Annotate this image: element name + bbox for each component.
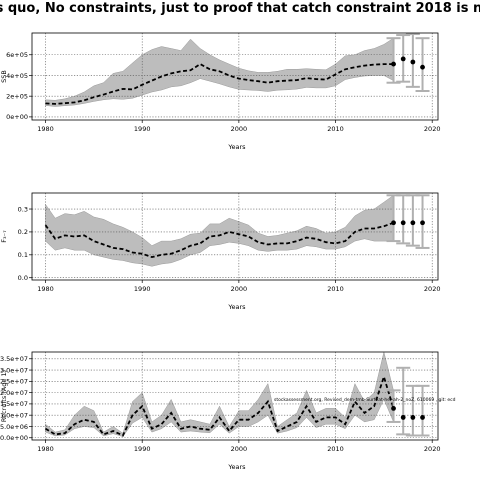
recruits-x-tick-label: 2020 [424,445,441,453]
ssb-y-tick-label: 0e+00 [6,113,28,121]
ssb-plot-frame [31,32,439,121]
f-y-tick-label: 0.0 [18,274,28,282]
ssb-y-tick-label: 6e+05 [6,51,28,59]
recruits-forecast-point [410,415,416,420]
f-x-axis-label: Years [227,303,246,311]
f-estimate-line [44,221,394,259]
f-forecast-point [420,220,425,226]
recruits-y-tick-label: 2.0e+07 [0,389,28,397]
f-y-tick-label: 0.2 [18,228,28,236]
ssb-x-tick-label: 1990 [134,125,151,133]
ssb-estimate-line [45,63,394,105]
ssb-x-axis-label: Years [227,143,246,151]
ssb-x-tick-label: 2010 [327,125,344,133]
recruits-forecast-point [420,415,425,420]
watermark-note: stockassessment.org, Revised_dem-tmb-Sur… [274,397,456,403]
recruits-y-axis-label: Recruits (Age 1) [0,370,8,422]
recruits-x-tick-label: 2000 [231,445,248,453]
ssb-panel: 1980 1990 2000 2010 2020 0e+00 2e+05 4e+05 6e+05… [0,32,441,151]
recruits-y-tick-label: 1.5e+07 [0,400,28,408]
f-confidence-band [45,194,394,267]
ssb-forecast-point [391,61,396,67]
recruits-y-tick-label: 3.5e+07 [0,355,28,363]
f-y-tick-label: 0.3 [18,205,28,213]
fishing-mortality-panel: 1980 1990 2000 2010 2020 0.0 0.1 0.2 0.3 Years F₃₋… [0,192,441,311]
recruitment-panel: 1980 1990 2000 2010 2020 0.0e+00 5.0e+06 1.0e+0… [0,351,456,471]
ssb-forecast-point [410,59,416,65]
f-forecast-point [400,220,406,226]
f-x-tick-label: 2020 [424,285,441,293]
recruits-x-tick-label: 1980 [37,445,54,453]
f-x-tick-label: 1980 [37,285,54,293]
ssb-y-tick-label: 4e+05 [6,72,28,80]
recruits-y-tick-label: 0.0e+00 [0,434,28,442]
figure-title: tus quo, No constraints, just to proof t… [0,1,480,16]
recruits-x-tick-label: 2010 [327,445,344,453]
ssb-x-tick-label: 1980 [37,125,54,133]
ssb-forecast-point [420,64,425,70]
f-forecast-point [391,220,396,226]
recruits-y-tick-label: 3.0e+07 [0,366,28,374]
recruits-plot-frame [31,351,439,441]
recruits-forecast-point [391,406,396,411]
recruits-y-tick-label: 2.5e+07 [0,378,28,386]
recruits-y-tick-label: 1.0e+07 [0,411,28,419]
recruits-x-axis-label: Years [227,463,246,471]
ssb-forecast-point [400,56,406,62]
ssb-x-tick-label: 2020 [424,125,441,133]
recruits-forecast-point [400,415,406,420]
recruits-x-tick-label: 1990 [134,445,151,453]
recruits-y-tick-label: 5.0e+06 [0,423,28,431]
f-forecast-point [410,220,416,226]
f-x-tick-label: 1990 [134,285,151,293]
f-x-tick-label: 2000 [231,285,248,293]
ssb-y-tick-label: 2e+05 [6,92,28,100]
f-y-tick-label: 0.1 [18,251,28,259]
f-x-tick-label: 2010 [327,285,344,293]
f-y-axis-label: F₃₋₇ [0,230,8,243]
ssb-x-tick-label: 2000 [231,125,248,133]
recruits-estimate-line [45,373,395,437]
recruits-confidence-band [45,351,394,437]
ssb-y-axis-label: SSB [0,70,8,83]
f-plot-frame [31,192,439,281]
